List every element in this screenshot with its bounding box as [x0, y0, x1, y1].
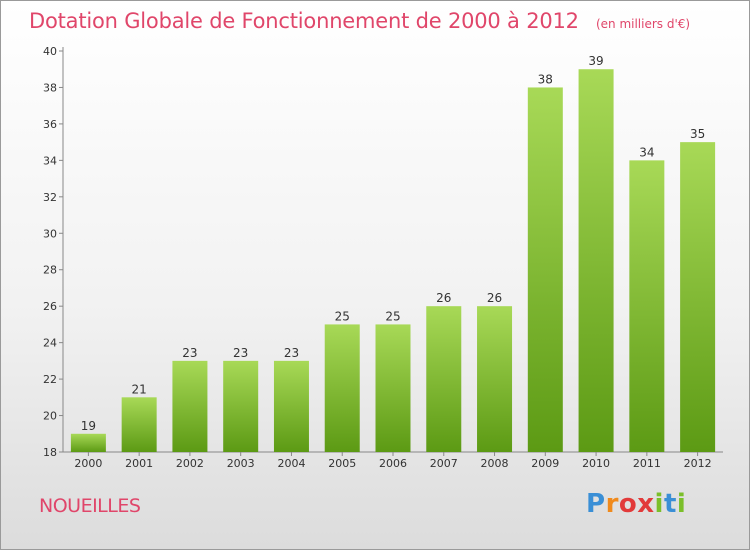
y-tick-label: 22 — [43, 373, 57, 386]
value-label: 23 — [284, 346, 299, 360]
x-tick-label: 2002 — [176, 457, 204, 470]
x-tick-label: 2001 — [125, 457, 153, 470]
value-label: 35 — [690, 127, 705, 141]
bar-2006 — [375, 324, 411, 452]
value-label: 21 — [132, 382, 147, 396]
value-label: 26 — [487, 291, 502, 305]
proxiti-logo: Proxiti — [586, 489, 686, 519]
value-label: 23 — [182, 346, 197, 360]
bar-2011 — [629, 160, 665, 452]
value-label: 19 — [81, 419, 96, 433]
x-tick-label: 2000 — [74, 457, 102, 470]
logo-letter: t — [663, 489, 677, 519]
logo-letter: r — [605, 489, 619, 519]
value-label: 25 — [385, 309, 400, 323]
bar-2001 — [121, 397, 157, 452]
y-tick-label: 20 — [43, 410, 57, 423]
bar-2012 — [680, 142, 716, 453]
y-tick-label: 34 — [43, 154, 57, 167]
chart-title: Dotation Globale de Fonctionnement de 20… — [29, 9, 579, 33]
bar-2005 — [324, 324, 360, 452]
y-tick-label: 28 — [43, 264, 57, 277]
bar-2000 — [70, 433, 106, 452]
chart-unit: (en milliers d'€) — [595, 17, 691, 31]
x-tick-label: 2011 — [633, 457, 661, 470]
bar-2004 — [273, 360, 309, 452]
value-label: 39 — [588, 54, 603, 68]
logo-letter: x — [637, 489, 655, 519]
x-tick-label: 2007 — [430, 457, 458, 470]
bar-2008 — [477, 306, 513, 452]
x-tick-label: 2006 — [379, 457, 407, 470]
value-label: 26 — [436, 291, 451, 305]
y-tick-label: 36 — [43, 118, 57, 131]
x-tick-label: 2003 — [227, 457, 255, 470]
y-tick-label: 26 — [43, 300, 57, 313]
value-label: 38 — [538, 72, 553, 86]
logo-letter: o — [618, 489, 638, 519]
y-tick-label: 30 — [43, 227, 57, 240]
bar-2010 — [578, 69, 614, 453]
y-tick-label: 32 — [43, 191, 57, 204]
logo-letter: i — [676, 489, 687, 519]
bar-2009 — [527, 87, 563, 453]
commune-name: NOUEILLES — [39, 495, 141, 517]
value-label: 34 — [639, 145, 654, 159]
x-tick-label: 2008 — [481, 457, 509, 470]
value-label: 25 — [335, 309, 350, 323]
title-row: Dotation Globale de Fonctionnement de 20… — [29, 9, 690, 33]
x-tick-label: 2009 — [531, 457, 559, 470]
bar-2002 — [172, 360, 208, 452]
logo-letter: P — [586, 489, 606, 519]
y-tick-label: 18 — [43, 446, 57, 459]
x-tick-label: 2004 — [277, 457, 305, 470]
x-tick-label: 2005 — [328, 457, 356, 470]
x-tick-label: 2012 — [684, 457, 712, 470]
bar-2007 — [426, 306, 462, 452]
value-label: 23 — [233, 346, 248, 360]
x-tick-label: 2010 — [582, 457, 610, 470]
bar-2003 — [223, 360, 259, 452]
y-tick-label: 24 — [43, 337, 57, 350]
logo-letter: i — [654, 489, 664, 519]
y-tick-label: 40 — [43, 45, 57, 58]
y-tick-label: 38 — [43, 81, 57, 94]
